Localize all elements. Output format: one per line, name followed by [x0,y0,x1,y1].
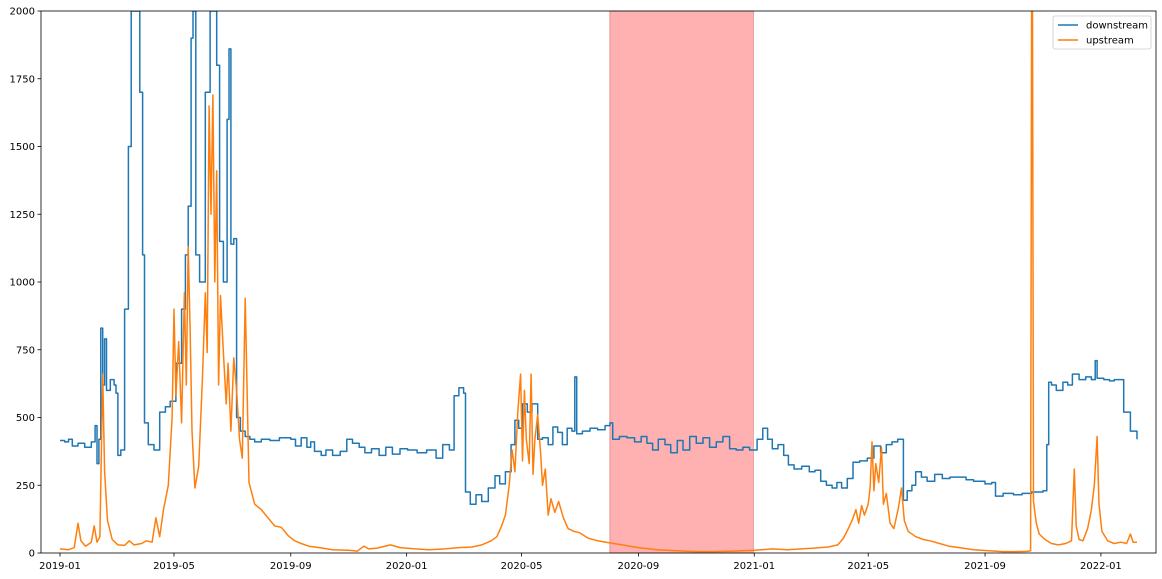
y-axis: 0 250 500 750 1000 1250 1500 1750 2000 [10,7,41,560]
y-tick-label: 1500 [10,142,35,153]
x-tick-label: 2020-05 [501,561,543,572]
x-tick-label: 2020-09 [617,561,659,572]
series-line-upstream [59,11,1137,553]
legend-label-upstream: upstream [1086,36,1134,47]
y-tick-label: 2000 [10,7,35,18]
x-tick-label: 2020-01 [386,561,428,572]
y-tick-label: 0 [29,549,35,560]
x-axis: 2019-01 2019-05 2019-09 2020-01 2020-05 2020-… [39,553,1122,572]
x-tick-label: 2021-05 [847,561,889,572]
series-line-downstream [60,11,1138,505]
x-tick-label: 2019-01 [39,561,81,572]
y-tick-label: 1000 [10,278,35,289]
x-tick-label: 2019-05 [153,561,195,572]
shaded-region-layer [609,10,754,554]
y-tick-label: 1250 [10,210,35,221]
x-tick-label: 2022-01 [1080,561,1122,572]
y-tick-label: 750 [16,345,35,356]
series-layer [59,11,1138,553]
shaded-region [609,10,754,554]
x-tick-label: 2019-09 [270,561,312,572]
y-tick-label: 1750 [10,74,35,85]
legend: downstream upstream [1052,15,1152,50]
y-tick-label: 250 [16,481,35,492]
x-tick-label: 2021-09 [964,561,1006,572]
y-tick-label: 500 [16,413,35,424]
legend-label-downstream: downstream [1086,21,1148,32]
x-tick-label: 2021-01 [733,561,775,572]
